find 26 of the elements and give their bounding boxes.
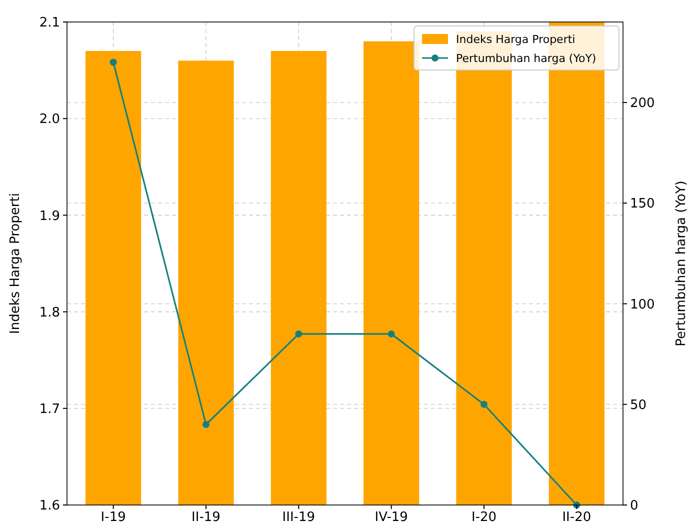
y-tick-label: 1.9 — [39, 208, 60, 224]
x-tick-label: IV-19 — [374, 510, 408, 523]
y2-axis-title: Pertumbuhan harga (YoY) — [674, 180, 689, 346]
y2-tick-label: 100 — [630, 297, 655, 312]
point — [202, 421, 210, 428]
y2-tick-label: 150 — [630, 196, 655, 212]
y-tick-label: 1.7 — [39, 402, 60, 417]
point — [295, 330, 302, 338]
legend-label: Indeks Harga Properti — [456, 32, 576, 46]
y2-tick-label: 200 — [630, 96, 655, 112]
x-tick-label: III-19 — [282, 510, 316, 523]
point — [480, 400, 488, 408]
y-axis-title: Indeks Harga Properti — [8, 193, 23, 334]
y-tick-label: 2.1 — [39, 16, 60, 31]
y-tick-label: 2.0 — [39, 112, 60, 128]
y2-tick-label: 0 — [630, 498, 638, 514]
point — [388, 330, 395, 338]
legend-label: Pertumbuhan harga (YoY) — [456, 52, 596, 65]
y-tick-label: 1.6 — [39, 498, 60, 514]
point — [110, 58, 117, 66]
y-tick-label: 1.8 — [39, 305, 60, 320]
x-tick-label: II-20 — [562, 510, 592, 523]
x-tick-label: I-20 — [471, 510, 497, 523]
y2-tick-label: 50 — [630, 398, 647, 413]
x-tick-label: I-19 — [100, 510, 126, 523]
x-tick-label: II-19 — [192, 510, 220, 523]
